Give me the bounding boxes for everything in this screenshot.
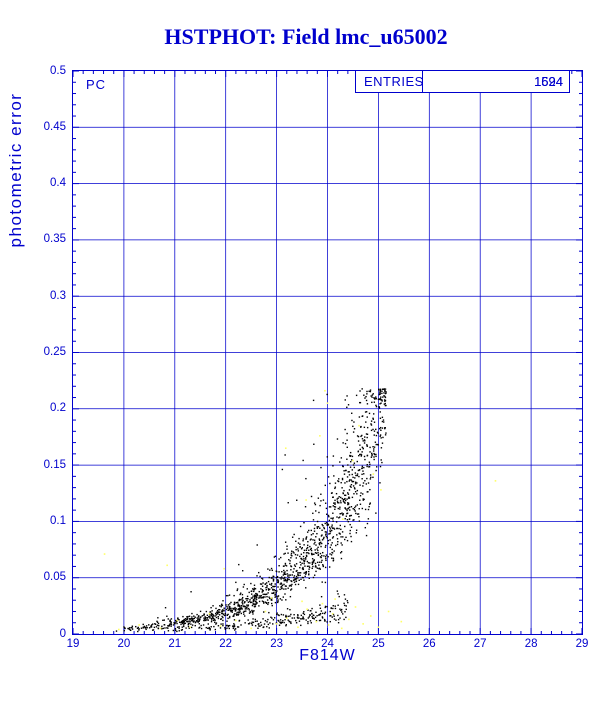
x-tick-label: 23 [270, 638, 283, 650]
plot-frame: PC ENTRIES 1694 1524 [72, 70, 583, 635]
y-tick-label: 0.05 [43, 571, 66, 584]
stats-entries-label: ENTRIES [364, 74, 424, 89]
y-tick-label: 0.45 [43, 120, 66, 133]
x-tick-label: 24 [321, 638, 334, 650]
y-tick-label: 0.5 [50, 64, 66, 77]
y-tick-label: 0.15 [43, 458, 66, 471]
x-tick-label: 28 [524, 638, 538, 650]
x-tick-label: 20 [117, 638, 131, 650]
x-tick-label: 29 [575, 638, 589, 650]
x-axis-label: F814W [299, 647, 356, 664]
y-tick-label: 0 [59, 627, 66, 640]
x-tick-label: 25 [371, 638, 385, 650]
y-tick-label: 0.2 [50, 402, 66, 415]
x-tick-label: 22 [219, 638, 233, 650]
x-tick-label: 21 [168, 638, 182, 650]
y-tick-label: 0.3 [50, 289, 66, 302]
y-tick-label: 0.1 [50, 514, 66, 527]
x-tick-label: 27 [473, 638, 487, 650]
stats-box-divider [422, 71, 423, 92]
chip-label: PC [86, 77, 107, 92]
y-tick-label: 0.25 [43, 346, 66, 358]
x-tick-label: 26 [422, 638, 436, 650]
x-tick-label: 19 [66, 638, 80, 650]
stats-entries-value-2: 1524 [534, 74, 563, 89]
y-tick-label: 0.35 [43, 233, 66, 246]
y-axis-label: photometric error [6, 92, 25, 248]
stats-box: ENTRIES 1694 1524 [355, 70, 570, 93]
stats-entries-value-1: 1694 [534, 74, 563, 89]
page-title: HSTPHOT: Field lmc_u65002 [164, 24, 448, 49]
y-tick-label: 0.4 [50, 177, 66, 190]
scatter-canvas [73, 71, 582, 634]
